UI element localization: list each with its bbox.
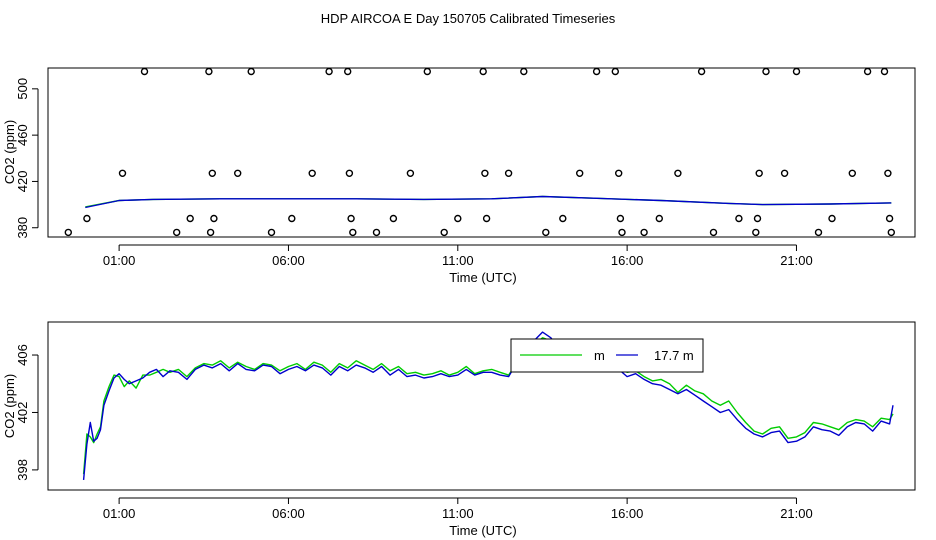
- panel-1-point: [210, 214, 218, 223]
- panel-1-point: [697, 67, 706, 76]
- panel-1-x-axis-label: Time (UTC): [449, 270, 516, 285]
- panel-1-point: [640, 228, 648, 237]
- panel-1-point: [233, 169, 242, 178]
- legend-label-series-a: m: [594, 348, 605, 363]
- panel-2-x-tick-label: 06:00: [272, 506, 305, 521]
- panel-1-point: [828, 214, 836, 223]
- panel-1-x-tick-label: 11:00: [442, 253, 474, 268]
- panel-1-point: [884, 169, 892, 178]
- panel-1-point: [423, 67, 431, 76]
- panel-2-marks: [82, 331, 894, 480]
- panel-1-y-axis-label: CO2 (ppm): [2, 120, 17, 184]
- panel-1-point: [848, 169, 856, 178]
- panel-1-plot-frame: [47, 67, 916, 238]
- panel-1-point: [887, 228, 895, 237]
- legend-label-series-b: 17.7 m: [654, 348, 694, 363]
- panel-1-point: [345, 169, 354, 178]
- panel-1-point: [885, 214, 894, 223]
- panel-2: 01:00 06:00 11:00 16:00 21:00 398 402 406 Time …: [2, 321, 916, 538]
- panel-1-x-tick-label: 16:00: [611, 253, 644, 268]
- panel-1-point: [344, 67, 352, 76]
- panel-1-point: [863, 67, 872, 76]
- panel-1-y-tick-label: 460: [15, 124, 30, 146]
- panel-1-point: [206, 228, 215, 237]
- panel-2-series-line-a: [82, 337, 894, 475]
- panel-1-axes: 01:00 06:00 11:00 16:00 21:00 380 420 460 500: [15, 78, 813, 268]
- panel-1-point: [520, 67, 528, 76]
- panel-1-y-tick-label: 500: [15, 78, 30, 100]
- panel-1-point: [140, 67, 149, 76]
- panel-1-marks: [64, 67, 895, 237]
- panel-1-x-tick-label: 21:00: [780, 253, 813, 268]
- figure-title: HDP AIRCOA E Day 150705 Calibrated Times…: [321, 11, 616, 26]
- panel-2-y-tick-label: 402: [15, 402, 30, 424]
- panel-1-point: [753, 214, 762, 223]
- panel-1-series-line-b: [85, 195, 892, 209]
- panel-1-x-tick-label: 01:00: [103, 253, 136, 268]
- panel-1-point: [406, 169, 415, 178]
- panel-1-point: [615, 169, 623, 178]
- panel-1-point: [592, 67, 601, 76]
- panel-2-x-tick-label: 16:00: [611, 506, 644, 521]
- panel-1-point: [205, 67, 213, 76]
- panel-1-point: [172, 228, 181, 237]
- panel-1-point: [118, 169, 127, 178]
- panel-1-x-tick-label: 06:00: [272, 253, 305, 268]
- panel-1-point: [349, 228, 357, 237]
- panel-1-y-tick-label: 420: [15, 171, 30, 193]
- panel-2-x-tick-label: 01:00: [103, 506, 136, 521]
- panel-1-point: [325, 67, 333, 76]
- panel-1-point: [83, 214, 91, 223]
- panel-2-y-tick-label: 406: [15, 344, 30, 366]
- panel-1-point: [208, 169, 217, 178]
- panel-1: 01:00 06:00 11:00 16:00 21:00 380 420 460 500 Ti…: [2, 67, 916, 285]
- panel-2-x-tick-label: 11:00: [442, 506, 474, 521]
- panel-1-point: [389, 214, 398, 223]
- panel-1-point: [814, 228, 823, 237]
- panel-1-point: [752, 228, 760, 237]
- panel-1-point: [542, 228, 550, 237]
- panel-1-point: [481, 169, 489, 178]
- panel-1-point: [762, 67, 770, 76]
- panel-1-point: [440, 228, 448, 237]
- panel-1-point: [308, 169, 316, 178]
- panel-2-series-line-b: [82, 331, 894, 480]
- panel-1-point: [576, 169, 584, 178]
- panel-2-y-tick-label: 398: [15, 459, 30, 481]
- panel-1-point: [454, 214, 462, 223]
- panel-1-point: [559, 214, 567, 223]
- panel-1-point: [880, 67, 889, 76]
- panel-1-point: [479, 67, 487, 76]
- panel-2-axes: 01:00 06:00 11:00 16:00 21:00 398 402 406: [15, 344, 813, 521]
- panel-1-point: [674, 169, 682, 178]
- legend: m 17.7 m: [510, 338, 704, 373]
- panel-2-y-axis-label: CO2 (ppm): [2, 374, 17, 438]
- panel-1-point: [709, 228, 718, 237]
- panel-2-x-tick-label: 21:00: [780, 506, 813, 521]
- panel-1-point: [755, 169, 763, 178]
- panel-1-point: [616, 214, 625, 223]
- panel-1-point: [780, 169, 789, 178]
- panel-1-point: [504, 169, 513, 178]
- panel-1-point: [186, 214, 194, 223]
- panel-1-y-tick-label: 380: [15, 217, 30, 239]
- panel-1-point: [267, 228, 276, 237]
- panel-1-point: [611, 67, 619, 76]
- panel-1-point: [482, 214, 491, 223]
- panel-1-point: [347, 214, 355, 223]
- panel-1-point: [618, 228, 626, 237]
- panel-2-plot-frame: [47, 321, 916, 491]
- panel-1-point: [792, 67, 801, 76]
- panel-1-point: [64, 228, 73, 237]
- panel-1-point: [288, 214, 296, 223]
- panel-1-point: [735, 214, 743, 223]
- panel-1-point: [247, 67, 255, 76]
- panel-1-point: [655, 214, 663, 223]
- panel-1-point: [372, 228, 381, 237]
- panel-2-x-axis-label: Time (UTC): [449, 523, 516, 538]
